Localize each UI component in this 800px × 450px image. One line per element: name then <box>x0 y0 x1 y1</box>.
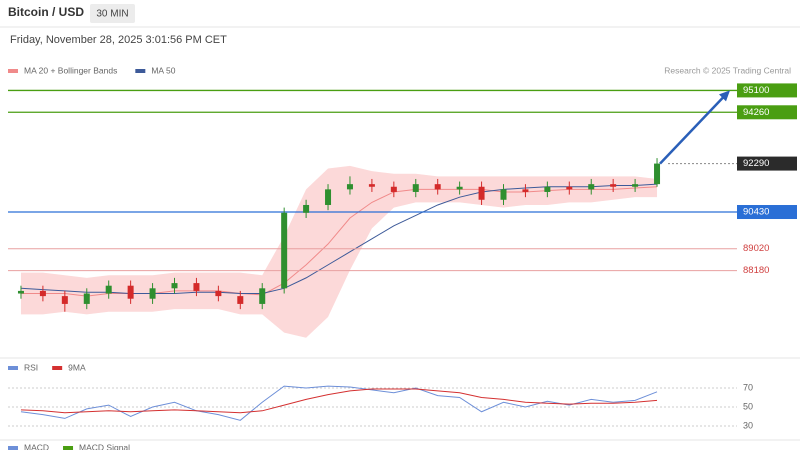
legend-swatch <box>8 446 18 450</box>
interval: 30 MIN <box>96 9 128 20</box>
candle-body <box>193 283 200 291</box>
legend-label: 9MA <box>68 362 86 372</box>
candle-body <box>17 290 24 294</box>
candle-body <box>61 296 68 304</box>
candle-body <box>566 186 573 190</box>
level-label: 89020 <box>743 243 769 254</box>
interval-box <box>90 4 135 23</box>
level-label-box <box>737 105 797 120</box>
candle-body <box>412 184 419 192</box>
bollinger-band <box>20 165 658 338</box>
arrow-head <box>719 90 730 102</box>
candle-body <box>325 189 332 205</box>
forecast-arrow <box>659 93 727 165</box>
level-label-box <box>737 83 797 98</box>
legend-swatch <box>63 446 74 450</box>
candle-body <box>500 189 507 200</box>
source: Research © 2025 Trading Central <box>664 65 791 75</box>
level-label: 90430 <box>743 207 769 218</box>
candle-body <box>83 293 90 304</box>
candle-body <box>127 285 134 299</box>
legend-label: MACD <box>24 442 49 450</box>
candle-body <box>237 296 244 304</box>
candle-body <box>368 184 375 187</box>
candle-body <box>346 184 353 190</box>
moving-average <box>20 183 658 295</box>
candle-body <box>39 290 46 297</box>
legend-label: MACD Signal <box>79 442 130 450</box>
title: Bitcoin / USD <box>8 5 84 19</box>
level-label: 92290 <box>743 158 769 169</box>
rsi-line <box>20 388 658 414</box>
legend-label: MA 20 + Bollinger Bands <box>24 65 117 75</box>
candle-body <box>588 184 595 190</box>
level-label: 94260 <box>743 107 769 118</box>
legend-swatch <box>8 69 18 73</box>
candle-body <box>259 288 266 304</box>
legend-swatch <box>135 69 146 73</box>
candle-body <box>478 186 485 200</box>
y-tick-label: 30 <box>743 420 753 430</box>
y-tick-label: 50 <box>743 401 753 411</box>
candle-body <box>632 184 639 187</box>
level-label: 95100 <box>743 85 769 96</box>
level-label: 88180 <box>743 265 769 276</box>
level-label-box <box>737 156 797 171</box>
legend-label: RSI <box>24 362 38 372</box>
legend-swatch <box>8 366 18 370</box>
candle-body <box>544 186 551 192</box>
level-label-box <box>737 205 797 220</box>
candle-body <box>215 290 222 297</box>
legend-label: MA 50 <box>151 65 175 75</box>
candle-body <box>456 186 463 190</box>
y-tick-label: 70 <box>743 382 753 392</box>
candle-body <box>522 189 529 192</box>
candle-body <box>434 184 441 190</box>
candle-body <box>610 184 617 187</box>
candle-body <box>171 283 178 289</box>
candle-body <box>281 212 288 289</box>
candle-body <box>654 163 661 185</box>
candle-body <box>149 288 156 299</box>
rsi-line <box>20 385 658 421</box>
candle-body <box>105 285 112 294</box>
legend-swatch <box>52 366 63 370</box>
timestamp: Friday, November 28, 2025 3:01:56 PM CET <box>10 34 227 46</box>
candle-body <box>303 204 310 213</box>
candle-body <box>390 186 397 192</box>
